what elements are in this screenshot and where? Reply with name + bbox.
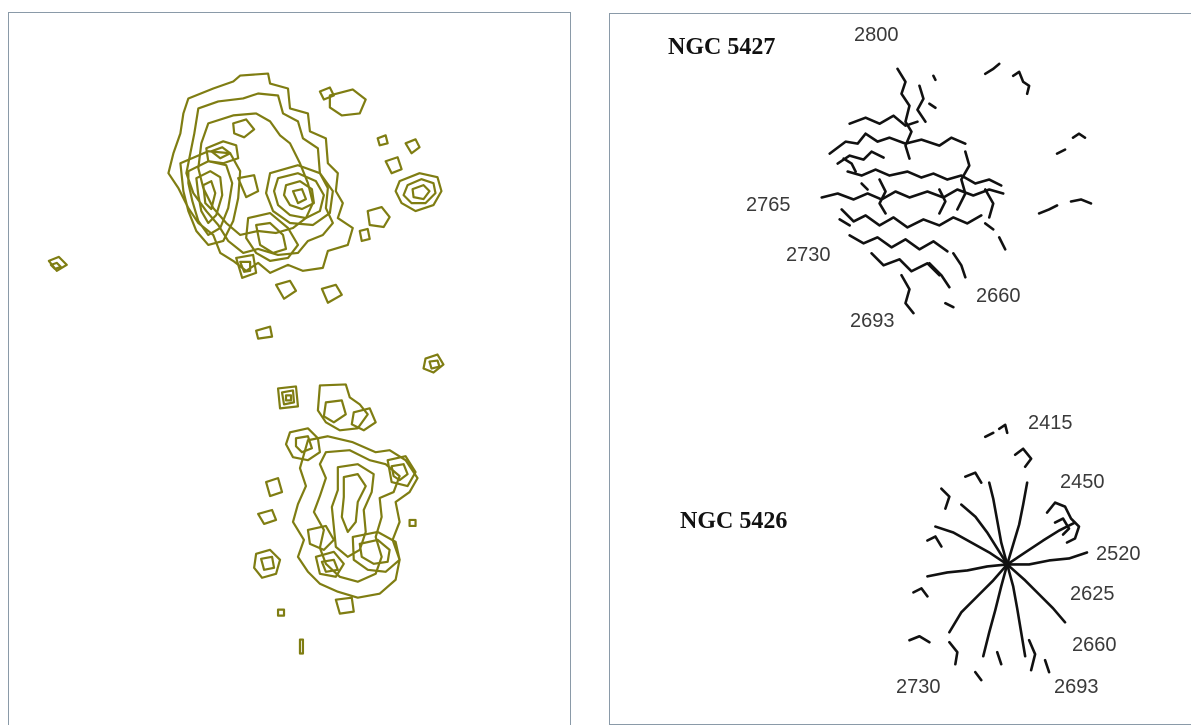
intensity-contour-map	[47, 72, 445, 655]
velocity-label: 2660	[976, 285, 1021, 307]
velocity-contour-map	[820, 62, 1093, 682]
galaxy-label-ngc5426: NGC 5426	[680, 508, 788, 534]
velocity-label: 2765	[746, 194, 791, 216]
velocity-label: 2730	[786, 244, 831, 266]
velocity-label: 2450	[1060, 471, 1105, 493]
velocity-label: 2415	[1028, 412, 1073, 434]
velocity-label: 2520	[1096, 543, 1141, 565]
ngc5426-intensity-contours	[253, 353, 445, 655]
velocity-label: 2800	[854, 24, 899, 46]
velocity-contour-panel: NGC 5427 NGC 5426 2800 2765 2730 2693 26…	[609, 13, 1191, 725]
intensity-contour-panel	[8, 12, 571, 725]
velocity-label: 2660	[1072, 634, 1117, 656]
velocity-label: 2625	[1070, 583, 1115, 605]
velocity-label: 2693	[850, 310, 895, 332]
ngc5427-intensity-contours	[47, 72, 443, 340]
ngc5426-velocity-contours	[908, 423, 1089, 682]
velocity-label: 2730	[896, 676, 941, 698]
galaxy-label-ngc5427: NGC 5427	[668, 34, 776, 60]
velocity-label: 2693	[1054, 676, 1099, 698]
ngc5427-velocity-contours	[820, 62, 1093, 315]
